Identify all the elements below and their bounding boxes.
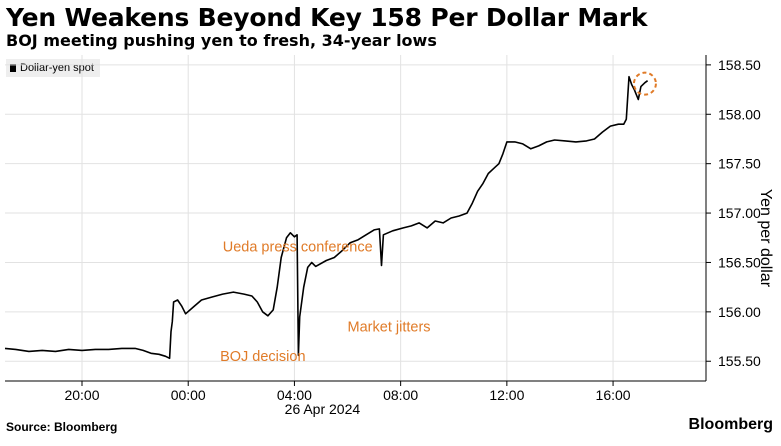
y-axis-label: Yen per dollar: [757, 189, 774, 288]
highlight-circle: [632, 71, 657, 96]
x-tick-label: 16:00: [596, 387, 631, 403]
y-tick-label: 158.00: [718, 106, 761, 122]
x-tick-label: 04:00: [277, 387, 312, 403]
x-tick-label: 20:00: [64, 387, 99, 403]
y-tick-label: 156.00: [718, 304, 761, 320]
x-tick-label: 00:00: [171, 387, 206, 403]
y-tick-label: 156.50: [718, 254, 761, 270]
annotation-label: Market jitters: [348, 320, 431, 336]
annotation-label: BOJ decision: [220, 349, 305, 365]
date-label: 26 Apr 2024: [285, 401, 361, 417]
y-tick-label: 157.00: [718, 205, 761, 221]
y-tick-label: 158.50: [718, 57, 761, 73]
source-note: Source: Bloomberg: [6, 420, 118, 434]
x-tick-label: 08:00: [383, 387, 418, 403]
brand-logo-text: Bloomberg: [688, 416, 773, 433]
chart-subtitle: BOJ meeting pushing yen to fresh, 34-yea…: [6, 31, 437, 50]
y-tick-label: 157.50: [718, 156, 761, 172]
y-tick-label: 155.50: [718, 353, 761, 369]
chart-title: Yen Weakens Beyond Key 158 Per Dollar Ma…: [6, 3, 648, 32]
series-line: [4, 75, 649, 360]
x-tick-label: 12:00: [489, 387, 524, 403]
annotation-label: Ueda press conference: [223, 240, 373, 256]
legend-swatch: [10, 64, 16, 72]
